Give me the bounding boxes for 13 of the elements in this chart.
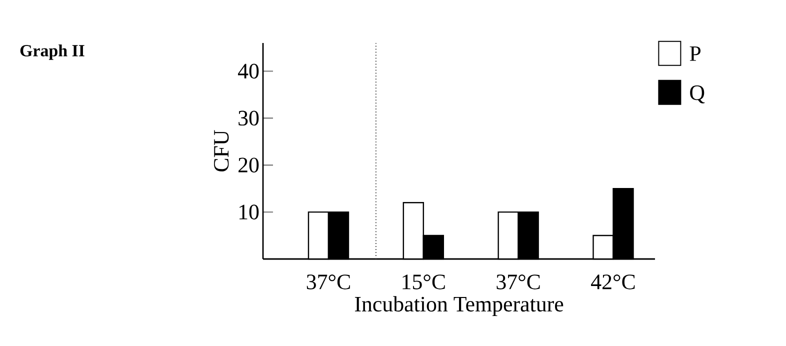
y-axis-title: CFU xyxy=(214,130,229,172)
legend-label: Q xyxy=(690,85,705,104)
x-tick-label: 37°C xyxy=(496,274,540,290)
legend-label: P xyxy=(690,46,701,61)
x-tick-label: 42°C xyxy=(591,274,635,290)
y-tick-label: 40 xyxy=(238,64,259,79)
y-tick-label: 30 xyxy=(238,110,259,126)
text: Graph II xyxy=(20,44,84,60)
y-tick-label: 10 xyxy=(239,204,259,220)
x-tick-label: 37°C xyxy=(306,274,350,290)
x-axis-title: Incubation Temperature xyxy=(354,296,564,316)
y-tick-label: 20 xyxy=(238,158,259,172)
x-tick-label: 15°C xyxy=(402,274,445,290)
